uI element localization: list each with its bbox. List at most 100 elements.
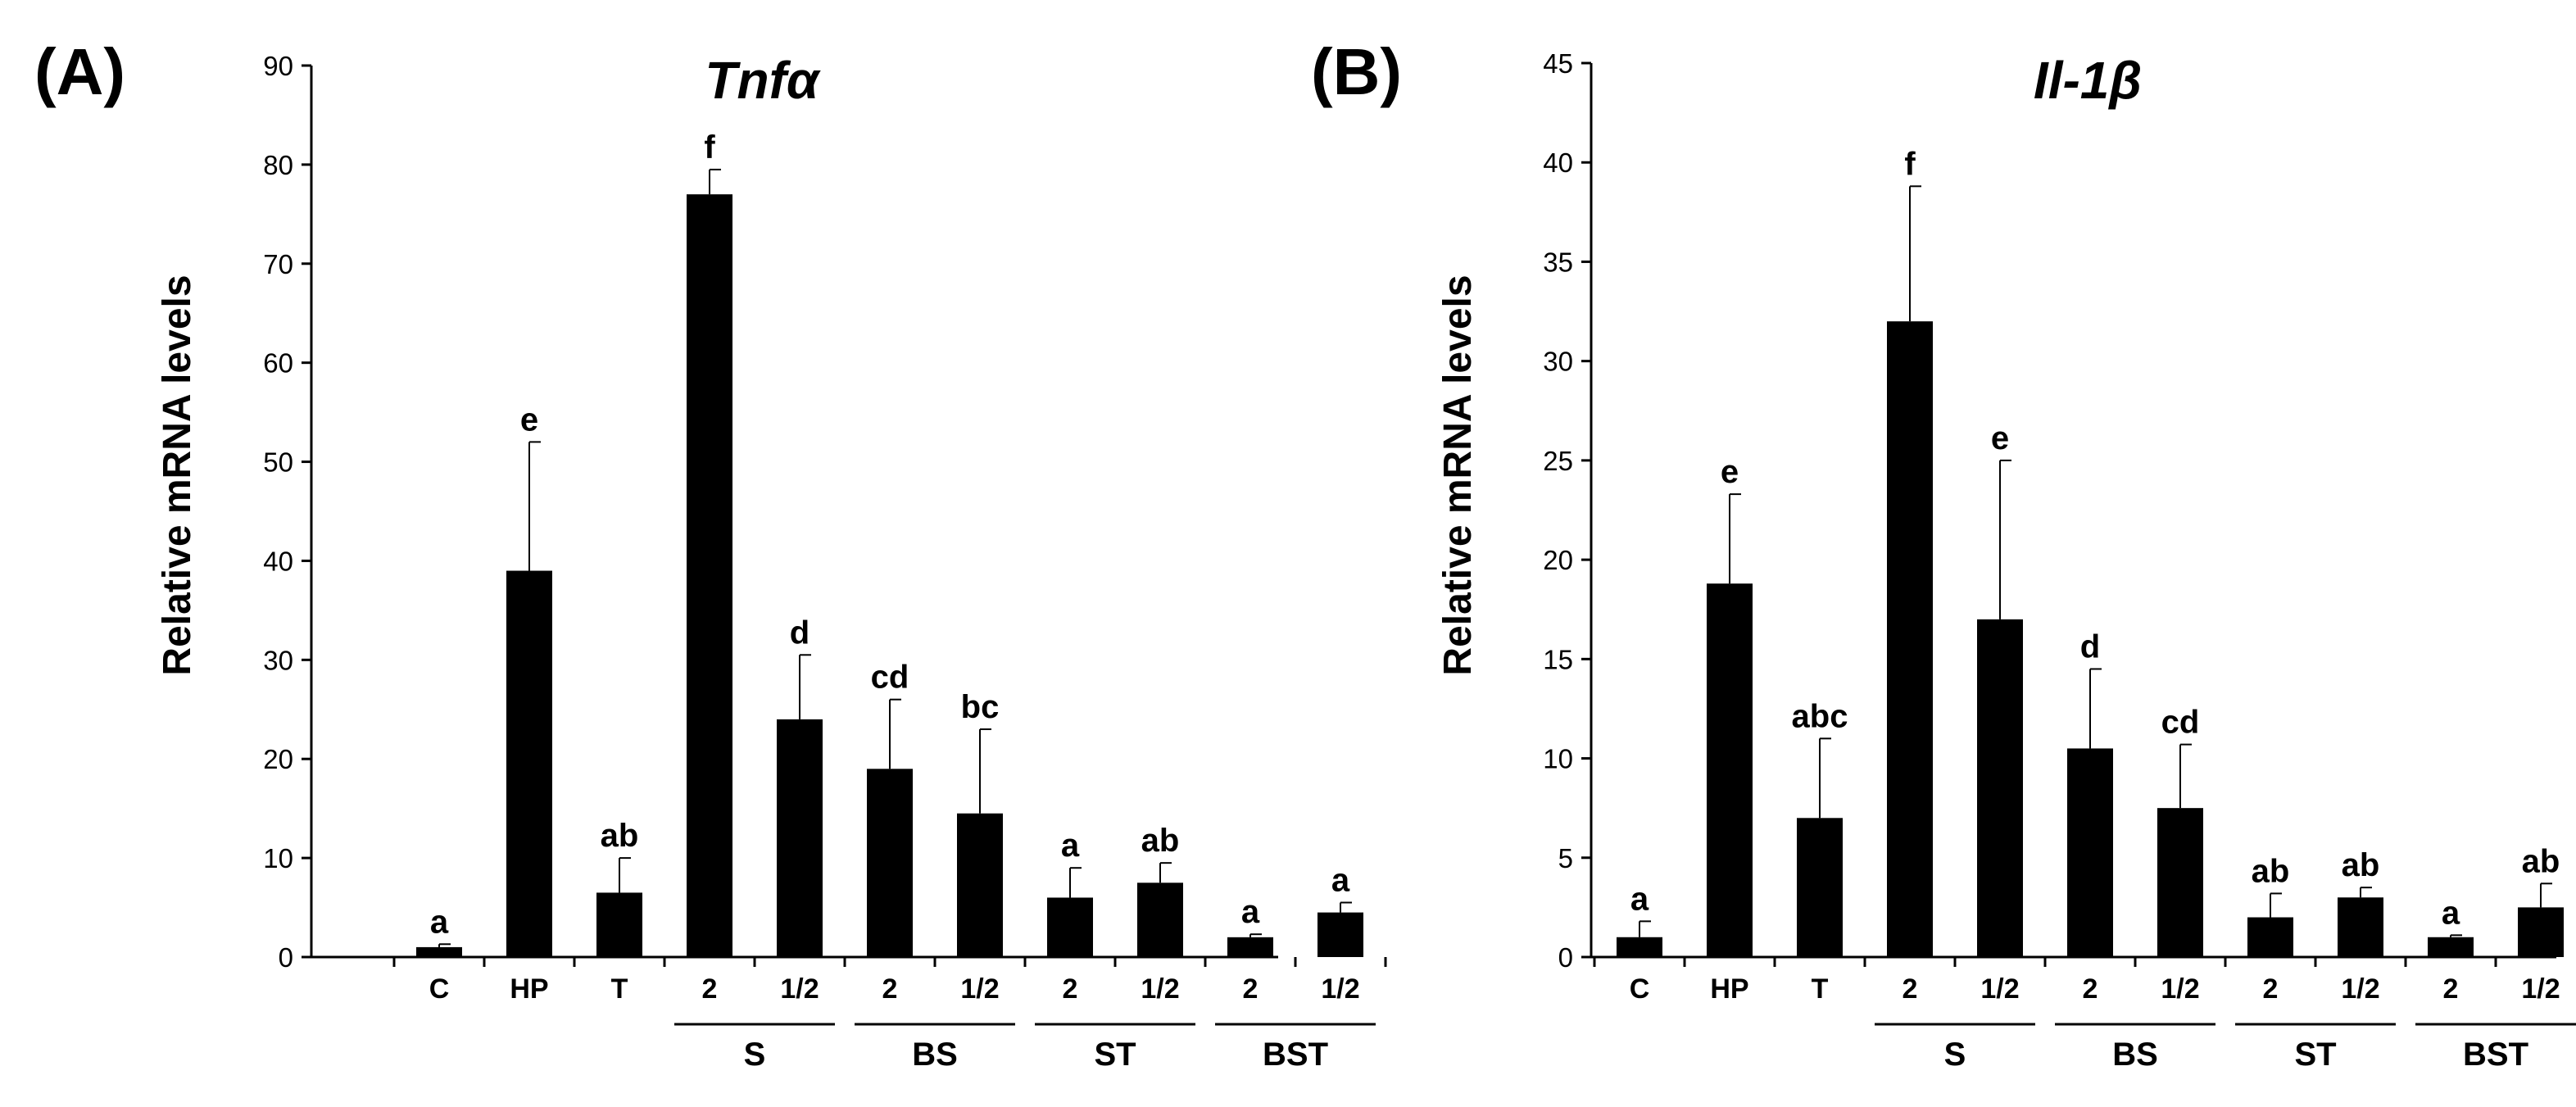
bar xyxy=(596,892,642,957)
significance-label: bc xyxy=(961,689,1000,725)
group-label: ST xyxy=(1094,1037,1136,1073)
bar xyxy=(1887,321,1933,958)
x-tick-label: 1/2 xyxy=(780,973,819,1005)
y-tick-label: 40 xyxy=(1543,147,1573,178)
significance-label: d xyxy=(790,615,810,651)
y-tick-label: 80 xyxy=(263,150,293,180)
x-tick-label: 1/2 xyxy=(1321,973,1359,1005)
bar xyxy=(1227,937,1273,957)
x-tick-label: 2 xyxy=(1243,973,1259,1005)
significance-label: ab xyxy=(1141,823,1180,859)
x-tick-label: 2 xyxy=(1063,973,1078,1005)
significance-label: ab xyxy=(601,818,639,854)
significance-label: a xyxy=(1630,881,1649,917)
x-tick-label: 2 xyxy=(2083,973,2098,1005)
y-tick-label: 20 xyxy=(1543,545,1573,575)
bar xyxy=(2428,937,2474,957)
bar xyxy=(2247,917,2293,957)
y-tick-label: 10 xyxy=(263,843,293,873)
y-tick-label: 35 xyxy=(1543,247,1573,277)
x-tick-label: 2 xyxy=(2443,973,2459,1005)
x-tick-label: C xyxy=(429,973,450,1005)
bar xyxy=(1977,619,2023,957)
significance-label: e xyxy=(1991,420,2009,456)
significance-label: a xyxy=(1331,863,1350,899)
x-tick-label: C xyxy=(1630,973,1650,1005)
bar xyxy=(2067,748,2113,957)
x-tick-label: 1/2 xyxy=(1141,973,1179,1005)
bar xyxy=(1317,912,1363,957)
y-tick-label: 30 xyxy=(263,645,293,675)
significance-label: a xyxy=(430,904,449,940)
y-tick-label: 70 xyxy=(263,249,293,279)
x-tick-label: 2 xyxy=(702,973,718,1005)
bar xyxy=(2518,907,2564,957)
significance-label: d xyxy=(2080,628,2100,665)
bar xyxy=(1137,882,1183,957)
bar xyxy=(1797,818,1843,957)
x-tick-label: 2 xyxy=(1903,973,1918,1005)
x-tick-label: 1/2 xyxy=(960,973,999,1005)
chart-title: Tnfα xyxy=(705,51,821,110)
group-label: BS xyxy=(912,1037,958,1073)
y-tick-label: 0 xyxy=(1558,942,1573,973)
bar xyxy=(687,194,732,958)
significance-label: f xyxy=(704,129,715,166)
significance-label: ab xyxy=(2522,843,2560,879)
bar xyxy=(1617,937,1662,957)
y-tick-label: 10 xyxy=(1543,744,1573,774)
significance-label: f xyxy=(1904,146,1916,182)
x-tick-label: T xyxy=(1812,973,1829,1005)
significance-label: abc xyxy=(1792,698,1848,734)
group-label: S xyxy=(744,1037,766,1073)
y-tick-label: 5 xyxy=(1558,843,1573,873)
y-tick-label: 40 xyxy=(263,546,293,576)
y-tick-label: 20 xyxy=(263,744,293,774)
group-label: ST xyxy=(2294,1037,2336,1073)
bar xyxy=(2338,897,2383,957)
chart-title: Il-1β xyxy=(2034,51,2142,110)
bar xyxy=(1707,583,1753,957)
y-tick-label: 45 xyxy=(1543,48,1573,79)
y-tick-label: 15 xyxy=(1543,644,1573,674)
bar xyxy=(506,570,552,957)
significance-label: cd xyxy=(871,660,909,696)
bar xyxy=(777,719,823,957)
group-label: BS xyxy=(2112,1037,2158,1073)
y-tick-label: 50 xyxy=(263,447,293,478)
group-label: BST xyxy=(2463,1037,2528,1073)
x-tick-label: 1/2 xyxy=(1980,973,2019,1005)
significance-label: a xyxy=(1241,894,1260,930)
significance-label: ab xyxy=(2252,853,2290,889)
x-tick-label: T xyxy=(611,973,628,1005)
y-tick-label: 30 xyxy=(1543,347,1573,377)
panel-label: (A) xyxy=(34,35,125,108)
bar xyxy=(416,946,462,957)
group-label: S xyxy=(1944,1037,1966,1073)
bar xyxy=(1047,897,1093,957)
x-tick-label: 2 xyxy=(882,973,898,1005)
y-tick-label: 25 xyxy=(1543,446,1573,476)
x-tick-label: 1/2 xyxy=(2521,973,2560,1005)
significance-label: ab xyxy=(2342,847,2380,883)
y-tick-label: 0 xyxy=(279,942,293,973)
bar xyxy=(867,769,913,957)
y-tick-label: 60 xyxy=(263,348,293,379)
y-axis-label: Relative mRNA levels xyxy=(1436,274,1480,675)
bar xyxy=(957,813,1003,957)
y-axis-label: Relative mRNA levels xyxy=(156,274,199,675)
panel-a: (A) Tnfα Relative mRNA levels 0 10 20 30 40 50 60… xyxy=(34,35,1387,1073)
y-tick-label: 90 xyxy=(263,51,293,81)
x-tick-label: HP xyxy=(510,973,548,1005)
significance-label: e xyxy=(1721,454,1739,490)
x-tick-label: HP xyxy=(1710,973,1748,1005)
significance-label: a xyxy=(1061,828,1080,864)
group-label: BST xyxy=(1263,1037,1328,1073)
x-tick-label: 1/2 xyxy=(2341,973,2379,1005)
panel-b: (B) Il-1β Relative mRNA levels 0 5 10 15 20 25 30… xyxy=(1311,35,2576,1073)
panel-label: (B) xyxy=(1311,35,1402,108)
x-tick-label: 2 xyxy=(2263,973,2279,1005)
bar xyxy=(2157,808,2203,957)
significance-label: cd xyxy=(2161,705,2200,741)
